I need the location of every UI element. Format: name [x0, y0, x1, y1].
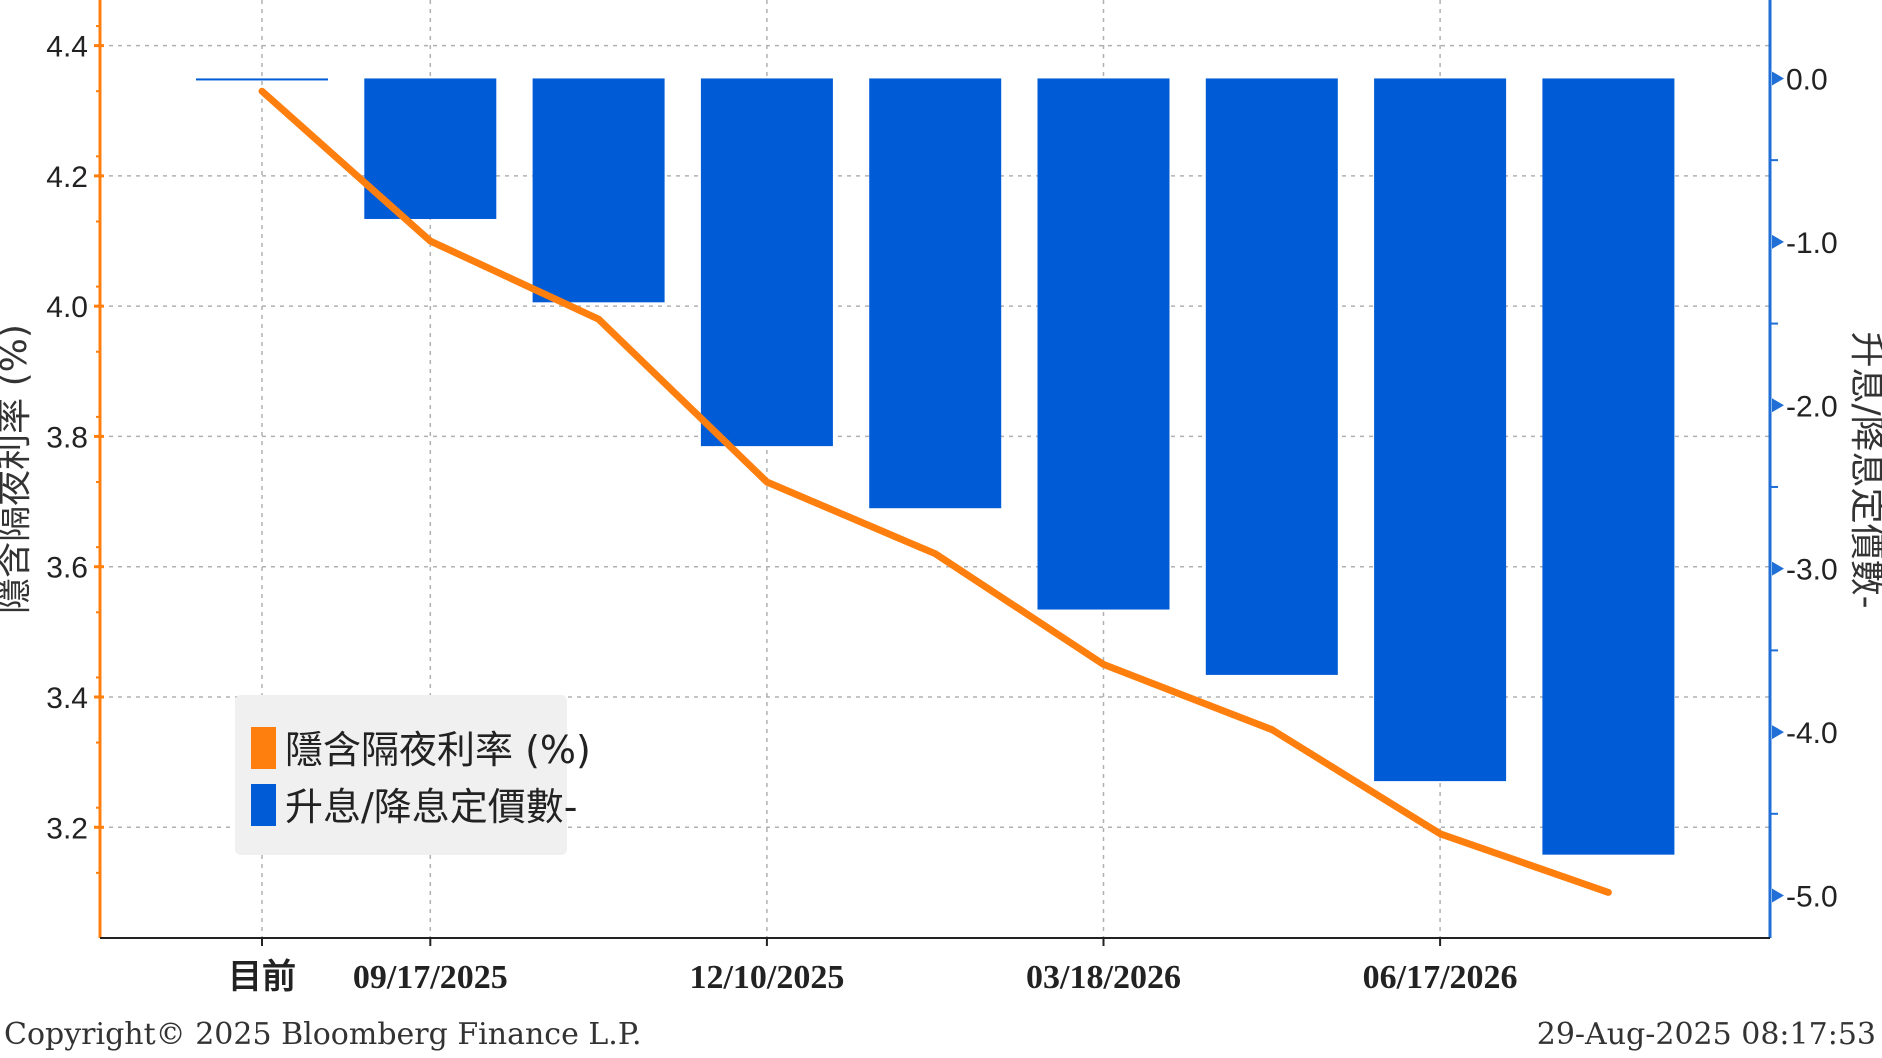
- right-axis-tick: [1772, 71, 1784, 86]
- left-axis-tick-label: 3.4: [46, 682, 88, 715]
- bar-1: [364, 78, 497, 219]
- right-axis-tick-label: -3.0: [1786, 554, 1838, 587]
- x-axis-tick-label: 目前: [228, 958, 296, 996]
- right-axis-tick: [1772, 234, 1784, 249]
- legend-label-implied-rate: 隱含隔夜利率 (%): [285, 728, 591, 772]
- right-axis-tick-label: -2.0: [1786, 390, 1838, 423]
- left-axis-tick-label: 3.2: [46, 812, 88, 845]
- chart: 3.2 3.4 3.6 3.8 4.0 4.2 4.4 隱含隔夜利率 (%) 0.0 -1.0 -2…: [0, 0, 1882, 996]
- left-axis-tick-label: 3.8: [46, 421, 88, 454]
- left-axis-tick-label: 4.4: [46, 31, 88, 64]
- right-axis-tick-label: -1.0: [1786, 227, 1838, 260]
- bar-series: [196, 78, 1675, 855]
- left-axis-title: 隱含隔夜利率 (%): [0, 324, 35, 614]
- bar-7: [1374, 78, 1507, 782]
- left-axis-tick-label: 4.2: [46, 161, 88, 194]
- line-implied-rate: [258, 87, 1612, 896]
- right-axis-tick-label: 0.0: [1786, 63, 1828, 96]
- axes: 3.2 3.4 3.6 3.8 4.0 4.2 4.4 隱含隔夜利率 (%) 0.0 -1.0 -2…: [0, 0, 1882, 996]
- bar-0: [196, 78, 328, 81]
- x-axis-tick-label: 12/10/2025: [689, 959, 844, 996]
- x-axis-tick-label: 06/17/2026: [1363, 959, 1518, 996]
- bar-8: [1542, 78, 1675, 855]
- x-axis-tick-label: 09/17/2025: [353, 959, 508, 996]
- line-series: [258, 87, 1612, 896]
- legend-label-hikes-cuts: 升息/降息定價數-: [285, 785, 578, 829]
- right-axis-tick: [1772, 725, 1784, 740]
- copyright-text: Copyright© 2025 Bloomberg Finance L.P.: [4, 1017, 642, 1052]
- legend: 隱含隔夜利率 (%) 升息/降息定價數-: [235, 695, 591, 855]
- left-axis-tick-label: 4.0: [46, 291, 88, 324]
- right-axis-title: 升息/降息定價數-: [1846, 331, 1882, 608]
- timestamp-text: 29-Aug-2025 08:17:53: [1536, 1017, 1876, 1052]
- bar-6: [1205, 78, 1338, 675]
- left-axis-tick-label: 3.6: [46, 552, 88, 585]
- x-axis-tick-label: 03/18/2026: [1026, 959, 1181, 996]
- right-axis-tick-label: -4.0: [1786, 717, 1838, 750]
- bar-2: [532, 78, 665, 303]
- bar-4: [869, 78, 1002, 509]
- legend-swatch-hikes-cuts: [251, 784, 276, 826]
- right-axis-tick-label: -5.0: [1786, 881, 1838, 914]
- right-axis-tick: [1772, 888, 1784, 903]
- bar-3: [700, 78, 833, 447]
- bar-5: [1037, 78, 1170, 610]
- legend-box: [235, 695, 567, 855]
- right-axis-tick: [1772, 561, 1784, 576]
- right-axis-tick: [1772, 398, 1784, 413]
- legend-swatch-implied-rate: [251, 727, 276, 769]
